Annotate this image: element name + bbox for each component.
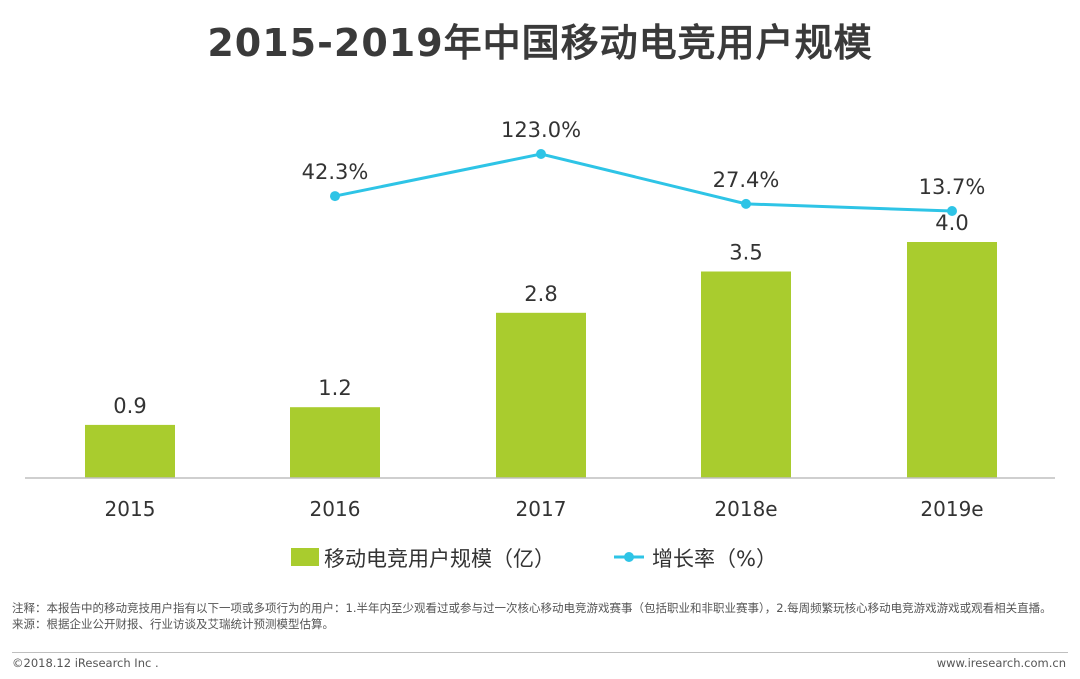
x-tick-2018e: 2018e	[714, 497, 777, 521]
bar-2016	[290, 407, 380, 478]
legend-bar-swatch	[291, 548, 319, 566]
footer-divider	[12, 652, 1068, 653]
bar-value-label-2015: 0.9	[113, 394, 146, 418]
growth-point-2016	[330, 191, 340, 202]
legend-bar-label: 移动电竞用户规模（亿）	[324, 547, 555, 571]
growth-line	[334, 152, 953, 213]
x-tick-2017: 2017	[516, 497, 567, 521]
growth-line-series: 42.3% 123.0% 27.4% 13.7%	[302, 118, 986, 216]
bar-value-label-2016: 1.2	[318, 376, 351, 400]
growth-point-2019e	[947, 206, 957, 216]
chart: 0.91.22.83.54.0 2015 2016 2017 2018e 2019e 4…	[25, 118, 1055, 571]
bar-2015	[85, 424, 175, 478]
legend-line-marker	[624, 552, 634, 562]
bar-value-label-2017: 2.8	[524, 282, 557, 306]
note-text: 注释：本报告中的移动竞技用户指有以下一项或多项行为的用户：1.半年内至少观看过或…	[12, 601, 1052, 615]
growth-label-2019e: 13.7%	[919, 175, 986, 199]
x-tick-labels: 2015 2016 2017 2018e 2019e	[105, 497, 984, 521]
growth-point-2017	[536, 149, 546, 159]
x-tick-2016: 2016	[310, 497, 361, 521]
x-tick-2019e: 2019e	[920, 497, 983, 521]
source-text: 来源：根据企业公开财报、行业访谈及艾瑞统计预测模型估算。	[12, 617, 334, 631]
bar-2017	[496, 312, 586, 478]
copyright-text: ©2018.12 iResearch Inc .	[12, 656, 159, 670]
bar-series	[85, 242, 997, 478]
bar-value-label-2018e: 3.5	[729, 241, 762, 265]
chart-title: 2015-2019年中国移动电竞用户规模	[207, 21, 873, 65]
website-link[interactable]: www.iresearch.com.cn	[936, 656, 1066, 670]
notes: 注释：本报告中的移动竞技用户指有以下一项或多项行为的用户：1.半年内至少观看过或…	[12, 600, 1072, 632]
growth-label-2016: 42.3%	[302, 160, 369, 184]
bar-2019e	[907, 242, 997, 478]
x-tick-2015: 2015	[105, 497, 156, 521]
growth-label-2017: 123.0%	[501, 118, 581, 142]
growth-point-2018e	[741, 198, 751, 209]
legend: 移动电竞用户规模（亿） 增长率（%）	[291, 547, 777, 571]
growth-label-2018e: 27.4%	[713, 168, 780, 192]
bar-value-labels: 0.91.22.83.54.0	[113, 211, 968, 418]
bar-2018e	[701, 271, 791, 478]
legend-line-label: 增长率（%）	[652, 547, 777, 571]
